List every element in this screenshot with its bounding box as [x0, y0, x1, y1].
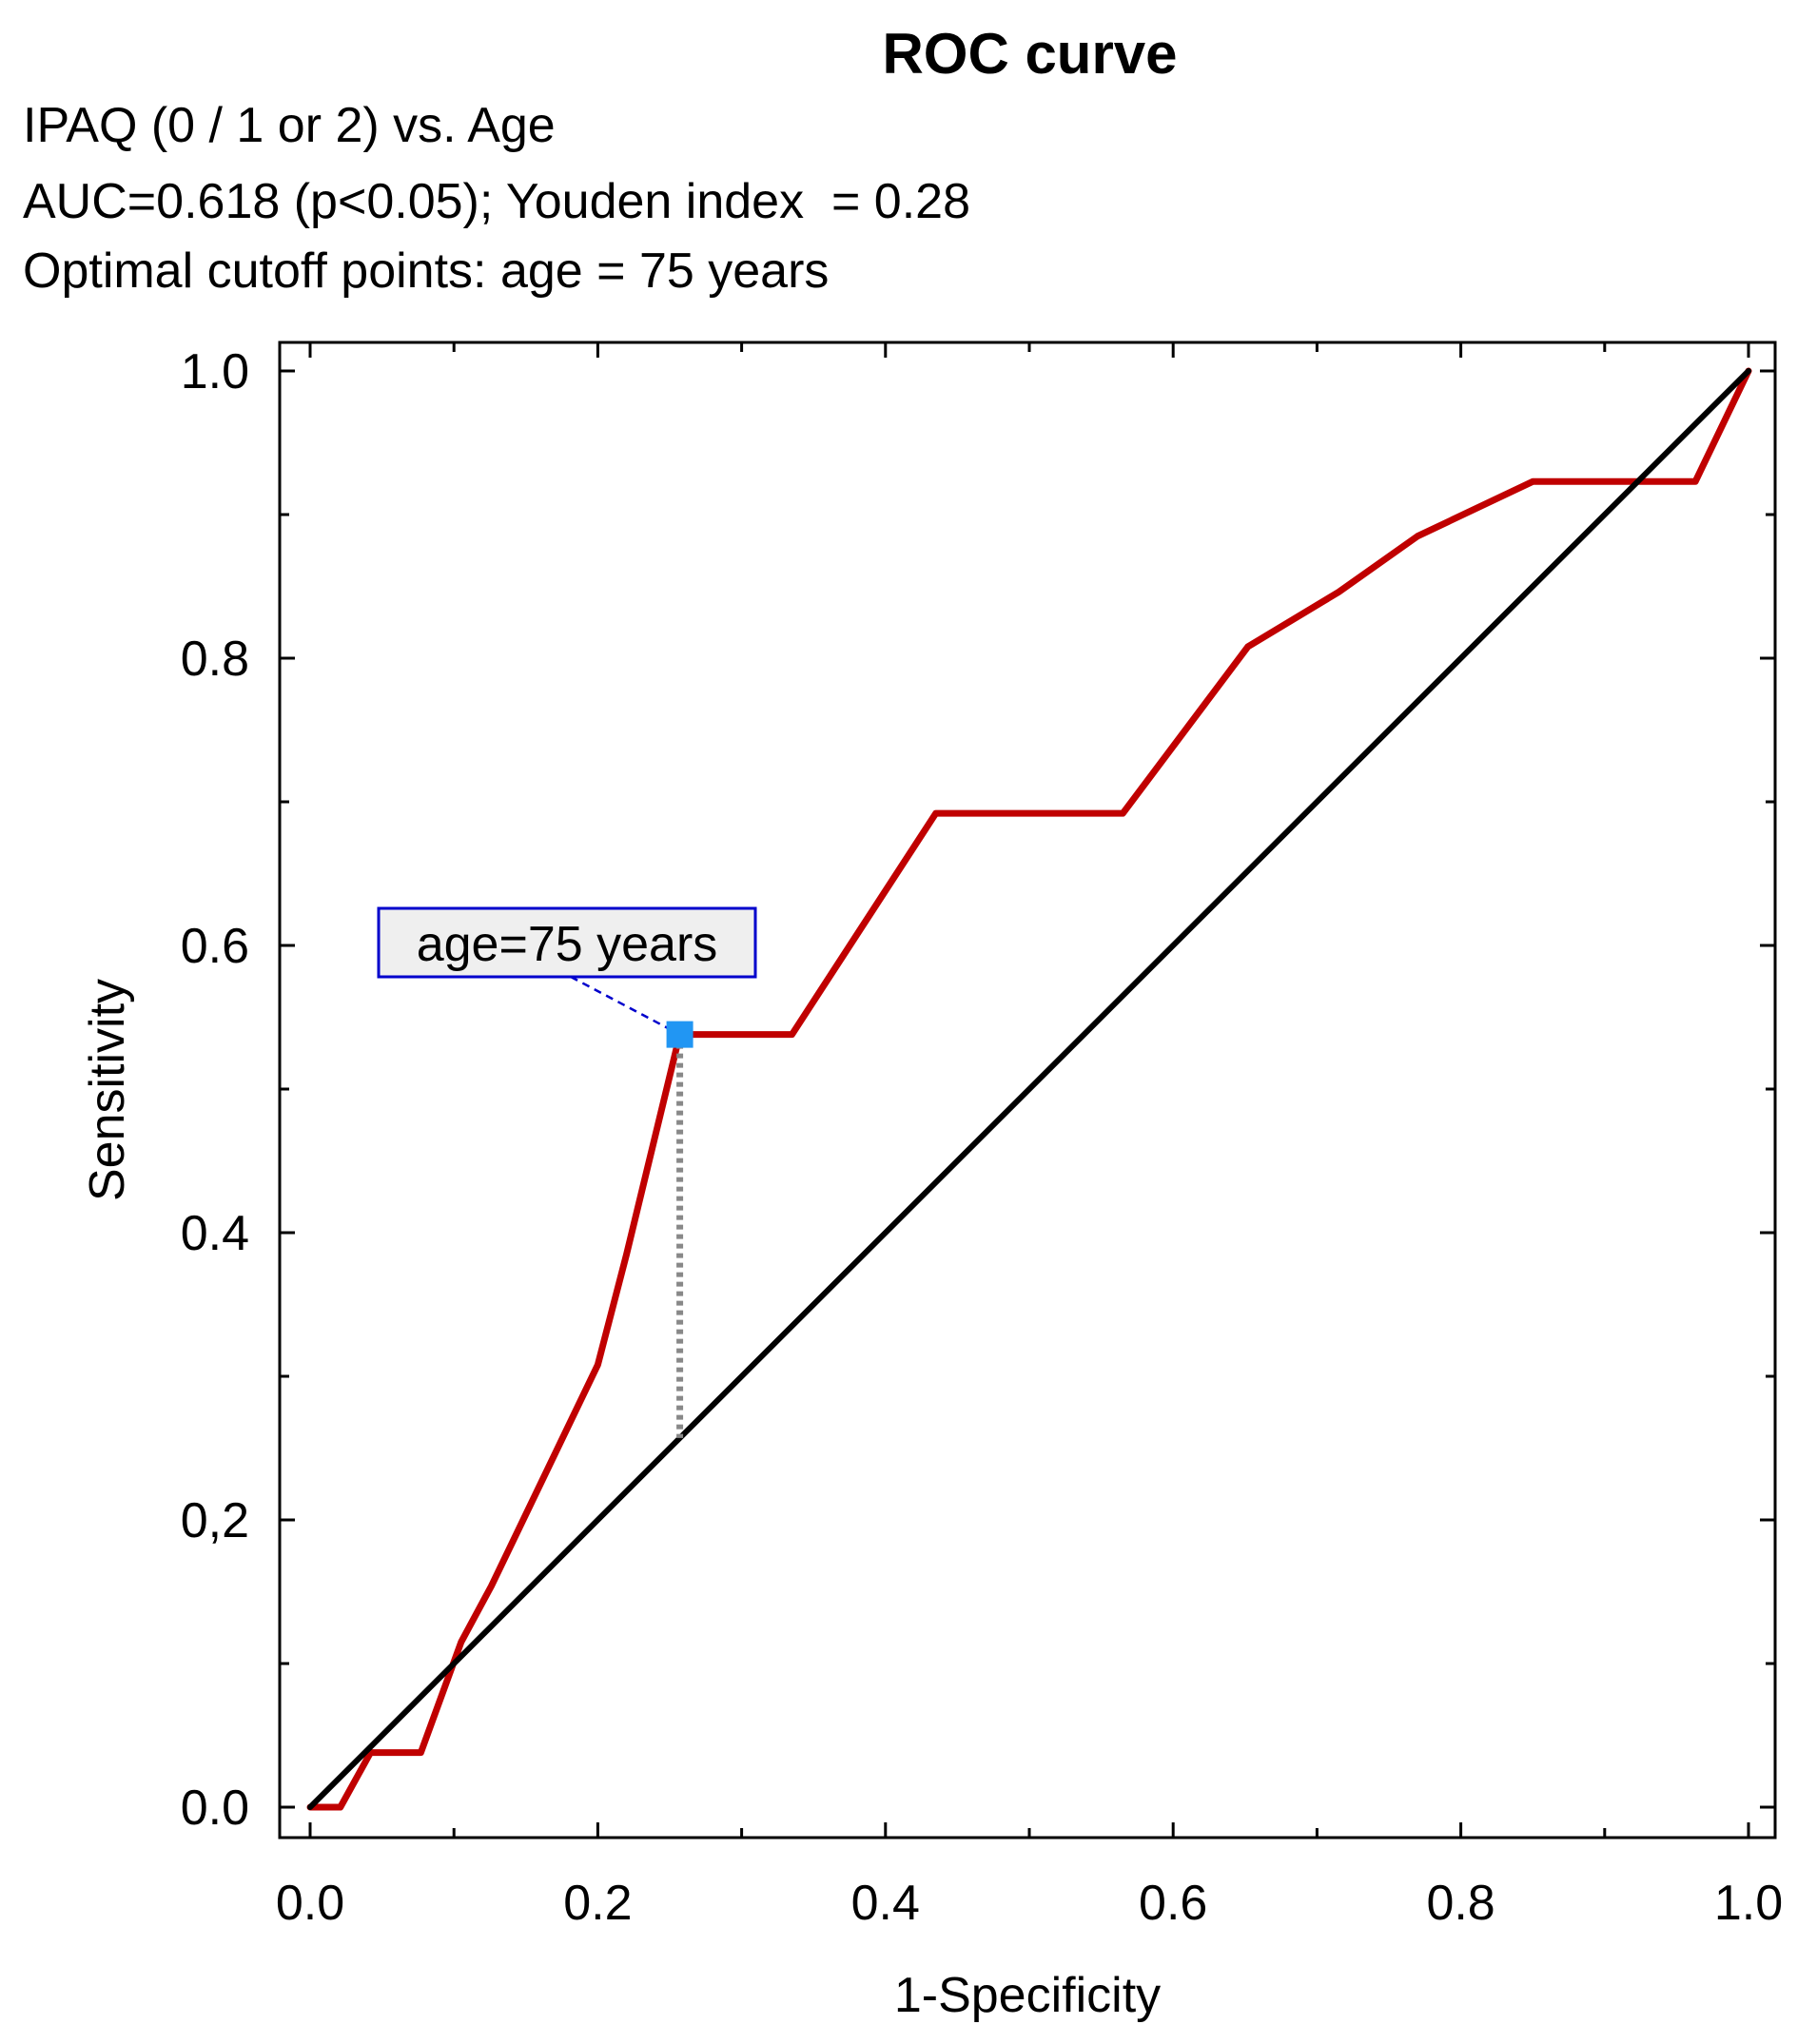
cutoff-point-marker [666, 1021, 694, 1048]
x-tick-label: 0.0 [276, 1876, 344, 1931]
callout-leader-line [570, 975, 681, 1036]
x-tick-label: 0.4 [851, 1876, 920, 1931]
y-axis-title: Sensitivity [80, 979, 135, 1201]
chart-title: ROC curve [882, 22, 1178, 86]
y-tick-label: 0.6 [181, 919, 249, 974]
subtitle-auc: AUC=0.618 (p<0.05); Youden index = 0.28 [23, 174, 970, 229]
roc-curve-line [306, 367, 1752, 1811]
subtitle-comparison: IPAQ (0 / 1 or 2) vs. Age [23, 98, 556, 153]
callout-label: age=75 years [417, 917, 718, 972]
x-tick-label: 1.0 [1714, 1876, 1783, 1931]
y-tick-label: 0.8 [181, 632, 249, 687]
x-axis-title: 1-Specificity [894, 1968, 1161, 2023]
callout-box [377, 906, 757, 979]
y-tick-label: 0.4 [181, 1206, 249, 1261]
y-tick-label: 0,2 [181, 1493, 249, 1548]
subtitle-cutoff: Optimal cutoff points: age = 75 years [23, 243, 830, 299]
x-tick-label: 0.8 [1426, 1876, 1495, 1931]
y-tick-label: 1.0 [181, 344, 249, 399]
x-tick-label: 0.6 [1139, 1876, 1207, 1931]
x-tick-label: 0.2 [563, 1876, 632, 1931]
reference-diagonal-line [307, 368, 1751, 1810]
y-tick-label: 0.0 [181, 1781, 249, 1836]
